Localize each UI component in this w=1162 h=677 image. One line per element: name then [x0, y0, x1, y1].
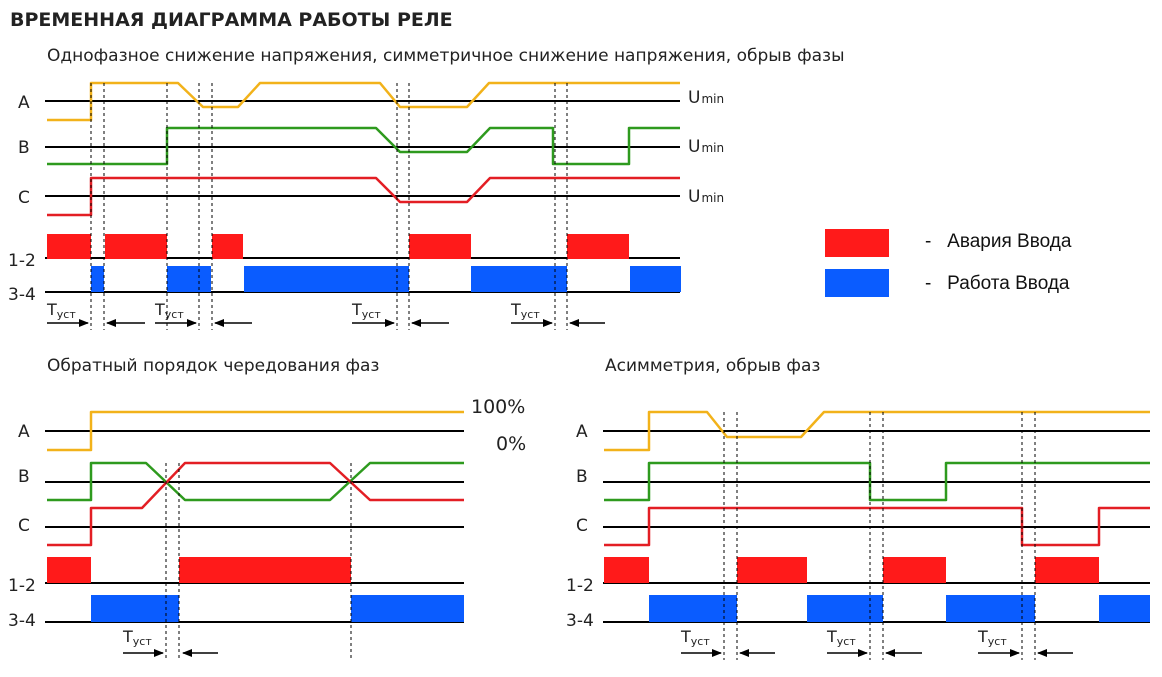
alarm-block-top-5	[567, 234, 629, 259]
row-label-b: B	[18, 138, 30, 158]
percent-100-label: 100%	[471, 396, 525, 418]
row-label-a-left: A	[18, 422, 30, 442]
work-block-top-2	[167, 266, 211, 292]
row-label-3-4-left: 3-4	[8, 611, 36, 631]
work-block-top-1	[91, 266, 104, 292]
tust-label-right-3: Tуст	[977, 627, 1007, 648]
row-label-b-right: B	[576, 467, 588, 487]
waveform-phase-a-left	[47, 410, 464, 452]
work-block-right-1	[649, 595, 737, 622]
legend-swatch-work	[825, 269, 889, 297]
tust-label-top-2: Tуст	[154, 300, 184, 321]
umin-label-2: Umin	[688, 137, 724, 157]
alarm-block-right-2	[737, 557, 807, 583]
work-block-top-4	[471, 266, 567, 292]
tust-label-top-4: Tуст	[510, 300, 540, 321]
work-block-top-3	[244, 266, 409, 292]
section-title-right: Асимметрия, обрыв фаз	[605, 356, 821, 376]
legend-label-work: - Работа Ввода	[925, 273, 1070, 294]
alarm-block-top-1	[47, 234, 91, 259]
row-label-3-4-right: 3-4	[566, 611, 594, 631]
alarm-block-top-2	[105, 234, 167, 259]
row-label-c: C	[18, 188, 30, 208]
alarm-block-top-3	[212, 234, 243, 259]
row-label-3-4: 3-4	[8, 285, 36, 305]
umin-label-1: Umin	[688, 88, 724, 108]
section-title-top: Однофазное снижение напряжения, симметри…	[47, 46, 845, 66]
tust-label-left-1: Tуст	[122, 627, 152, 648]
legend-swatch-alarm	[825, 229, 889, 257]
alarm-block-left-2	[179, 557, 351, 583]
row-label-1-2: 1-2	[8, 251, 36, 271]
row-label-a-right: A	[576, 422, 588, 442]
work-block-left-2	[351, 595, 464, 622]
waveform-phase-b-right	[604, 461, 1150, 502]
waveform-phase-a-right	[604, 410, 1150, 452]
row-label-1-2-left: 1-2	[8, 576, 36, 596]
umin-label-3: Umin	[688, 187, 724, 207]
alarm-block-right-3	[883, 557, 946, 583]
tust-label-top-1: Tуст	[46, 300, 76, 321]
page-title: ВРЕМЕННАЯ ДИАГРАММА РАБОТЫ РЕЛЕ	[10, 9, 453, 31]
percent-0-label: 0%	[496, 433, 526, 455]
alarm-block-right-1	[604, 557, 649, 583]
section-title-left: Обратный порядок чередования фаз	[47, 356, 380, 376]
legend-label-alarm: - Авария Ввода	[925, 231, 1072, 252]
alarm-block-right-4	[1035, 557, 1099, 583]
work-block-right-4	[1099, 595, 1150, 622]
row-label-c-left: C	[18, 516, 30, 536]
alarm-block-top-4	[409, 234, 471, 259]
alarm-block-left-1	[47, 557, 91, 583]
row-label-1-2-right: 1-2	[566, 576, 594, 596]
row-label-c-right: C	[576, 516, 588, 536]
work-block-top-5	[630, 266, 681, 292]
tust-label-right-1: Tуст	[680, 627, 710, 648]
waveform-phase-c	[47, 176, 680, 217]
work-block-right-2	[807, 595, 883, 622]
tust-label-top-3: Tуст	[351, 300, 381, 321]
tust-label-right-2: Tуст	[826, 627, 856, 648]
row-label-b-left: B	[18, 467, 30, 487]
row-label-a: A	[18, 93, 30, 113]
work-block-right-3	[946, 595, 1035, 622]
waveform-phase-c-left	[47, 461, 464, 547]
work-block-left-1	[91, 595, 179, 622]
